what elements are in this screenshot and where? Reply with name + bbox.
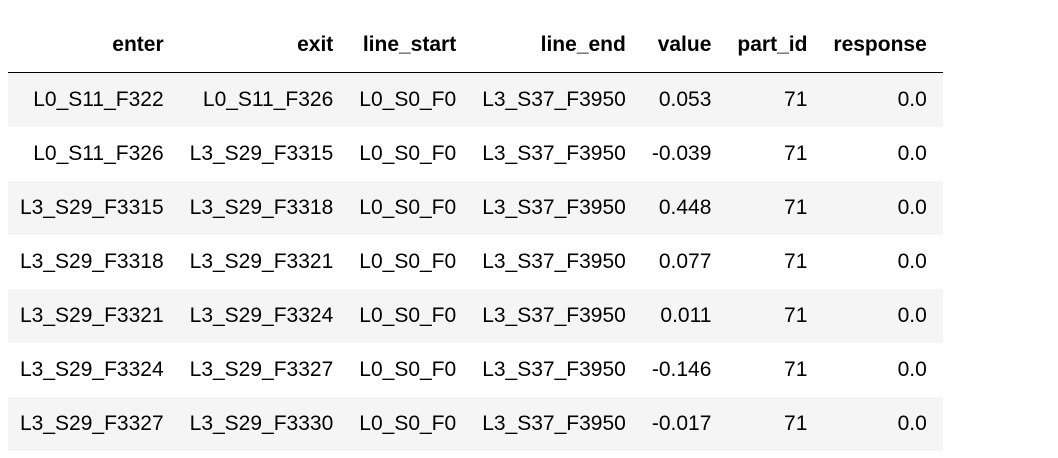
cell-exit: L3_S29_F3321 — [189, 250, 334, 273]
column-header-line-end: line_end — [456, 18, 626, 73]
cell-exit: L0_S11_F326 — [202, 88, 334, 111]
cell-line-end: L3_S37_F3950 — [482, 142, 626, 165]
cell-response: 0.0 — [897, 196, 927, 219]
column-header-response: response — [807, 18, 943, 73]
cell-line-end: L3_S37_F3950 — [482, 412, 626, 435]
cell-part-id: 71 — [784, 358, 808, 381]
dataframe-table: enter exit line_start line_end value par… — [8, 18, 943, 451]
cell-line-end: L3_S37_F3950 — [482, 250, 626, 273]
cell-value: 0.011 — [660, 304, 712, 327]
cell-part-id: 71 — [784, 88, 808, 111]
cell-value: -0.146 — [651, 358, 712, 381]
cell-value: -0.039 — [651, 142, 712, 165]
cell-value: 0.448 — [658, 196, 712, 219]
header-row: enter exit line_start line_end value par… — [8, 18, 943, 73]
cell-line-start: L0_S0_F0 — [359, 412, 457, 435]
cell-line-start: L0_S0_F0 — [359, 142, 457, 165]
cell-response: 0.0 — [897, 304, 927, 327]
cell-part-id: 71 — [784, 250, 808, 273]
cell-value: 0.053 — [658, 88, 712, 111]
column-header-enter: enter — [8, 18, 164, 73]
table-body: L0_S11_F322 L0_S11_F326 L0_S0_F0 L3_S37_… — [8, 72, 943, 451]
cell-enter: L3_S29_F3321 — [20, 304, 164, 327]
table-row: L0_S11_F326 L3_S29_F3315 L0_S0_F0 L3_S37… — [8, 127, 943, 181]
cell-enter: L3_S29_F3315 — [20, 196, 164, 219]
cell-response: 0.0 — [897, 250, 927, 273]
table-row: L3_S29_F3327 L3_S29_F3330 L0_S0_F0 L3_S3… — [8, 397, 943, 451]
cell-part-id: 71 — [784, 304, 808, 327]
column-header-value: value — [625, 18, 712, 73]
cell-exit: L3_S29_F3327 — [189, 358, 334, 381]
cell-enter: L3_S29_F3318 — [20, 250, 164, 273]
cell-response: 0.0 — [897, 412, 927, 435]
cell-exit: L3_S29_F3324 — [189, 304, 334, 327]
cell-enter: L3_S29_F3327 — [20, 412, 164, 435]
cell-response: 0.0 — [897, 142, 927, 165]
cell-part-id: 71 — [784, 142, 808, 165]
cell-exit: L3_S29_F3330 — [189, 412, 334, 435]
cell-line-end: L3_S37_F3950 — [482, 88, 626, 111]
cell-value: 0.077 — [658, 250, 712, 273]
cell-line-start: L0_S0_F0 — [359, 304, 457, 327]
cell-line-end: L3_S37_F3950 — [482, 358, 626, 381]
cell-part-id: 71 — [784, 412, 808, 435]
cell-response: 0.0 — [897, 358, 927, 381]
cell-part-id: 71 — [784, 196, 808, 219]
cell-line-start: L0_S0_F0 — [359, 88, 457, 111]
cell-response: 0.0 — [897, 88, 927, 111]
table-row: L3_S29_F3315 L3_S29_F3318 L0_S0_F0 L3_S3… — [8, 181, 943, 235]
cell-enter: L3_S29_F3324 — [20, 358, 164, 381]
cell-enter: L0_S11_F322 — [33, 88, 164, 111]
table-header: enter exit line_start line_end value par… — [8, 18, 943, 73]
table-row: L0_S11_F322 L0_S11_F326 L0_S0_F0 L3_S37_… — [8, 72, 943, 127]
cell-exit: L3_S29_F3318 — [189, 196, 334, 219]
cell-line-end: L3_S37_F3950 — [482, 304, 626, 327]
cell-line-start: L0_S0_F0 — [359, 250, 457, 273]
column-header-part-id: part_id — [711, 18, 808, 73]
table-row: L3_S29_F3318 L3_S29_F3321 L0_S0_F0 L3_S3… — [8, 235, 943, 289]
cell-line-start: L0_S0_F0 — [359, 196, 457, 219]
cell-line-end: L3_S37_F3950 — [482, 196, 626, 219]
cell-value: -0.017 — [651, 412, 712, 435]
cell-enter: L0_S11_F326 — [33, 142, 164, 165]
table-row: L3_S29_F3324 L3_S29_F3327 L0_S0_F0 L3_S3… — [8, 343, 943, 397]
table-row: L3_S29_F3321 L3_S29_F3324 L0_S0_F0 L3_S3… — [8, 289, 943, 343]
cell-exit: L3_S29_F3315 — [189, 142, 334, 165]
cell-line-start: L0_S0_F0 — [359, 358, 457, 381]
column-header-line-start: line_start — [333, 18, 457, 73]
column-header-exit: exit — [163, 18, 334, 73]
